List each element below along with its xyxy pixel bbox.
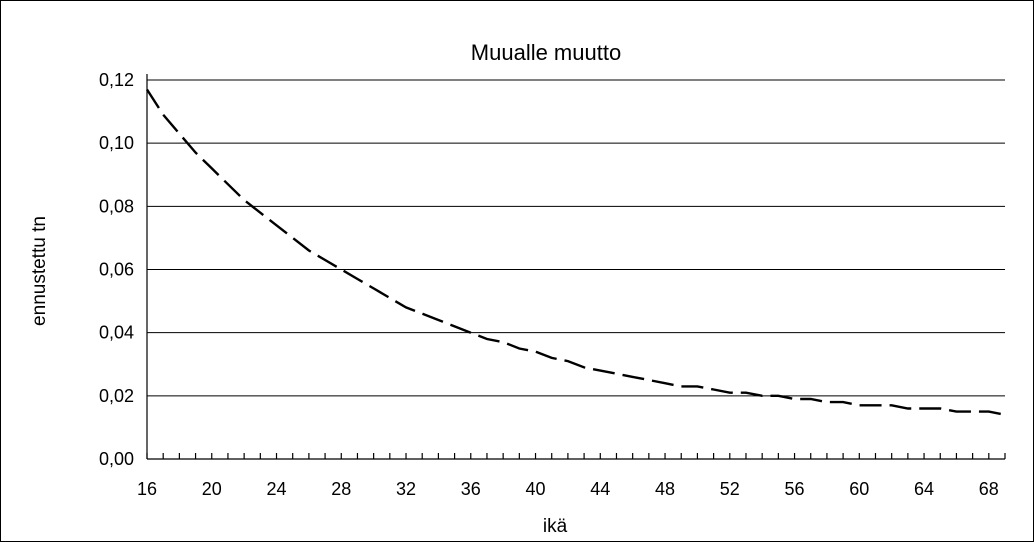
grid-lines	[147, 79, 1005, 397]
y-tick-label: 0,12	[99, 70, 134, 90]
y-axis-label: ennustettu tn	[29, 216, 50, 326]
x-tick-label: 40	[526, 479, 546, 499]
x-tick-label: 68	[979, 479, 999, 499]
series-layer	[145, 88, 1006, 416]
y-tick-label: 0,08	[99, 196, 134, 216]
y-axis: 0,00 0,02 0,04 0,06 0,08 0,10 0,12	[99, 70, 148, 469]
y-tick-label: 0,00	[99, 449, 134, 469]
x-axis: 16 20 24 28 32 36 40 44 48 52 56 60 64 68	[137, 453, 1006, 499]
series-line	[145, 88, 1006, 416]
x-tick-label: 16	[137, 479, 157, 499]
y-tick-label: 0,02	[99, 386, 134, 406]
y-tick-label: 0,06	[99, 260, 134, 280]
y-tick-label: 0,04	[99, 323, 134, 343]
chart-title: Muualle muutto	[471, 40, 621, 65]
x-tick-label: 64	[914, 479, 934, 499]
x-tick-label: 52	[720, 479, 740, 499]
x-tick-label: 44	[590, 479, 610, 499]
x-axis-label: ikä	[543, 516, 568, 537]
x-tick-label: 56	[785, 479, 805, 499]
x-tick-label: 60	[849, 479, 869, 499]
x-tick-label: 48	[655, 479, 675, 499]
x-tick-label: 32	[396, 479, 416, 499]
x-tick-label: 36	[461, 479, 481, 499]
x-tick-label: 28	[331, 479, 351, 499]
x-tick-label: 20	[202, 479, 222, 499]
x-tick-label: 24	[266, 479, 286, 499]
y-tick-label: 0,10	[99, 133, 134, 153]
